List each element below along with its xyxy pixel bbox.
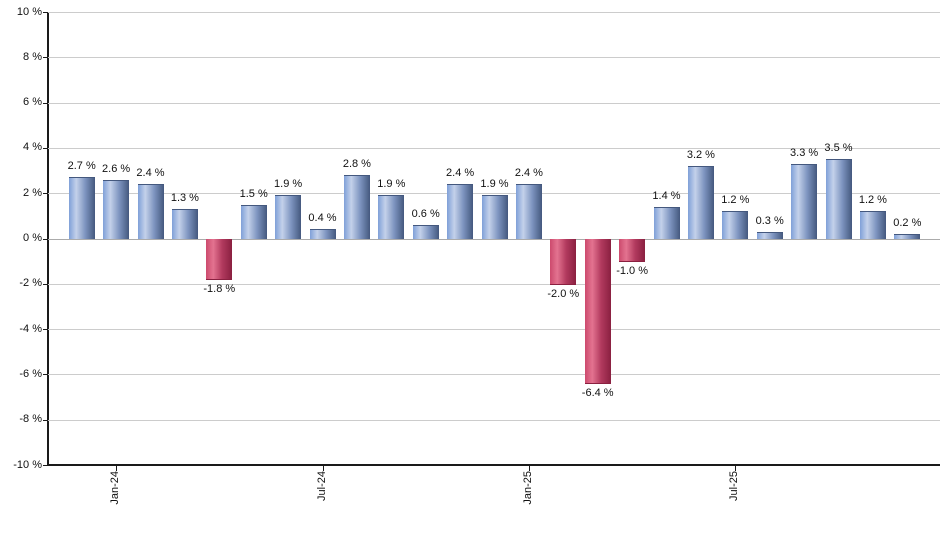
bar-feb-24 xyxy=(137,184,164,240)
bar-mar-25 xyxy=(584,238,611,385)
y-axis-tick-mark xyxy=(43,193,48,195)
bar-aug-25 xyxy=(756,231,783,240)
x-axis-tick-mark xyxy=(322,465,324,471)
x-axis-tick-label: Jul-25 xyxy=(728,471,741,501)
gridline xyxy=(48,419,940,421)
bar-value-label: -2.0 % xyxy=(547,287,580,300)
bar-jul-25 xyxy=(722,211,749,240)
bar-value-label: 2.4 % xyxy=(136,167,165,180)
y-axis-tick-mark xyxy=(43,238,48,240)
bar-value-label: 0.2 % xyxy=(893,216,922,229)
x-axis-tick-label: Jul-24 xyxy=(315,471,328,501)
y-axis-tick-mark xyxy=(43,102,48,104)
bar-value-label: 1.9 % xyxy=(480,178,509,191)
y-axis-tick-label: 2 % xyxy=(23,186,42,199)
y-axis-tick-label: 8 % xyxy=(23,50,42,63)
y-axis-tick-label: -6 % xyxy=(19,367,42,380)
y-axis-tick-mark xyxy=(43,147,48,149)
bar-sep-24 xyxy=(378,195,405,240)
bar-value-label: 1.9 % xyxy=(274,178,303,191)
bar-value-label: 3.2 % xyxy=(686,149,715,162)
x-axis-line xyxy=(47,464,940,466)
y-axis-tick-label: -4 % xyxy=(19,322,42,335)
bar-dec-24 xyxy=(481,195,508,240)
y-axis-tick-label: 4 % xyxy=(23,141,42,154)
y-axis-tick-mark xyxy=(43,283,48,285)
gridline xyxy=(48,57,940,59)
y-axis-tick-label: 0 % xyxy=(23,232,42,244)
bar-jul-24 xyxy=(309,229,336,240)
x-axis-tick-label: Jan-25 xyxy=(521,471,534,505)
bar-nov-24 xyxy=(447,184,474,240)
y-axis-tick-mark xyxy=(43,419,48,421)
x-axis-tick-mark xyxy=(528,465,530,471)
bar-oct-25 xyxy=(825,159,852,240)
gridline xyxy=(48,283,940,285)
bar-value-label: 2.6 % xyxy=(102,162,131,175)
y-axis-tick-mark xyxy=(43,12,48,13)
gridline xyxy=(48,12,940,13)
y-axis-tick-mark xyxy=(43,329,48,331)
x-axis-tick-label: Jan-24 xyxy=(109,471,122,505)
y-axis-tick-mark xyxy=(43,57,48,59)
bar-value-label: 2.4 % xyxy=(514,167,543,180)
bar-jun-25 xyxy=(687,166,714,240)
gridline xyxy=(48,102,940,104)
bar-value-label: 3.5 % xyxy=(824,142,853,155)
bar-may-24 xyxy=(240,204,267,240)
gridline xyxy=(48,193,940,195)
bar-value-label: 1.2 % xyxy=(721,194,750,207)
bar-sep-25 xyxy=(791,163,818,240)
bar-mar-24 xyxy=(171,209,198,240)
bar-value-label: 2.4 % xyxy=(446,167,475,180)
bar-value-label: -6.4 % xyxy=(581,387,614,400)
bar-value-label: 1.3 % xyxy=(170,192,199,205)
bar-value-label: 1.9 % xyxy=(377,178,406,191)
bar-value-label: 1.5 % xyxy=(239,187,268,200)
bar-apr-24 xyxy=(206,238,233,281)
bar-value-label: 0.3 % xyxy=(755,214,784,227)
bar-jan-25 xyxy=(515,184,542,240)
y-axis-tick-label: 10 % xyxy=(16,5,42,18)
bar-value-label: -1.8 % xyxy=(203,283,236,296)
bar-dec-23 xyxy=(68,177,95,240)
bar-value-label: 0.6 % xyxy=(411,207,440,220)
bar-feb-25 xyxy=(550,238,577,285)
bar-value-label: -1.0 % xyxy=(616,265,648,278)
bar-aug-24 xyxy=(343,175,370,240)
y-axis-tick-label: 6 % xyxy=(23,96,42,109)
y-axis-tick-mark xyxy=(43,374,48,376)
bar-value-label: 1.4 % xyxy=(652,189,681,202)
bar-value-label: 1.2 % xyxy=(858,194,887,207)
bar-value-label: 2.8 % xyxy=(342,158,371,171)
bar-jun-24 xyxy=(275,195,302,240)
x-axis-tick-mark xyxy=(735,465,737,471)
bar-dec-25 xyxy=(894,233,921,240)
x-axis-tick-mark xyxy=(116,465,118,471)
bar-oct-24 xyxy=(412,224,439,240)
bar-apr-25 xyxy=(619,238,646,263)
bar-value-label: 3.3 % xyxy=(790,146,819,159)
y-axis-tick-mark xyxy=(43,465,48,466)
y-axis-tick-label: -2 % xyxy=(19,277,42,290)
bar-nov-25 xyxy=(859,211,886,240)
y-axis-tick-label: -10 % xyxy=(13,458,42,471)
bar-may-25 xyxy=(653,206,680,240)
bar-value-label: 0.4 % xyxy=(308,212,337,225)
y-axis-tick-label: -8 % xyxy=(19,413,42,426)
plot-area: 2.7 % 2.6 % 2.4 % 1.3 % -1.8 % 1.5 % 1.9 % 0.4 … xyxy=(48,12,940,465)
bar-jan-24 xyxy=(103,179,130,240)
gridline xyxy=(48,147,940,149)
gridline xyxy=(48,374,940,376)
bar-value-label: 2.7 % xyxy=(67,160,96,173)
gridline xyxy=(48,329,940,331)
